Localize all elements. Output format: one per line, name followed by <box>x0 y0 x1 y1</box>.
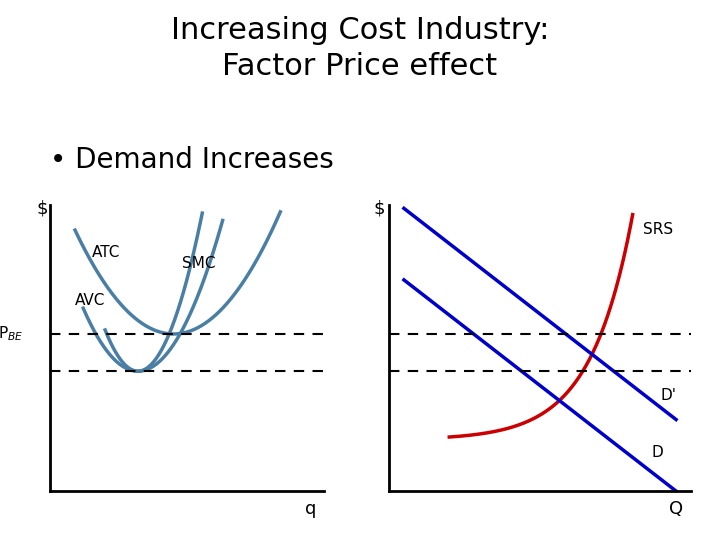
Text: $: $ <box>37 200 48 218</box>
Text: q: q <box>305 500 316 518</box>
Text: D: D <box>652 445 664 460</box>
Text: P$_{BE}$: P$_{BE}$ <box>0 325 23 343</box>
Text: Q: Q <box>669 500 683 518</box>
Text: D': D' <box>661 388 677 403</box>
Text: AVC: AVC <box>75 293 105 308</box>
Text: SMC: SMC <box>181 256 215 271</box>
Text: Increasing Cost Industry:
Factor Price effect: Increasing Cost Industry: Factor Price e… <box>171 16 549 81</box>
Text: $: $ <box>374 200 385 218</box>
Text: • Demand Increases: • Demand Increases <box>50 146 334 174</box>
Text: SRS: SRS <box>643 222 673 237</box>
Text: ATC: ATC <box>91 245 120 260</box>
